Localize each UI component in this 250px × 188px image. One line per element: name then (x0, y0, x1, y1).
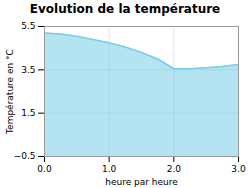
svg-text:heure par heure: heure par heure (105, 177, 178, 187)
svg-text:3.0: 3.0 (231, 164, 246, 174)
svg-text:Température en °C: Température en °C (5, 49, 15, 135)
svg-text:2.0: 2.0 (167, 164, 182, 174)
html-text:Evolution de la température: Evolution de la température (29, 2, 221, 16)
svg-text:1.0: 1.0 (102, 164, 117, 174)
svg-text:1.5: 1.5 (21, 108, 35, 118)
svg-text:3.5: 3.5 (21, 65, 35, 75)
svg-text:0.0: 0.0 (37, 164, 52, 174)
svg-text:−0.5: −0.5 (14, 151, 36, 161)
svg-text:5.5: 5.5 (21, 21, 35, 31)
